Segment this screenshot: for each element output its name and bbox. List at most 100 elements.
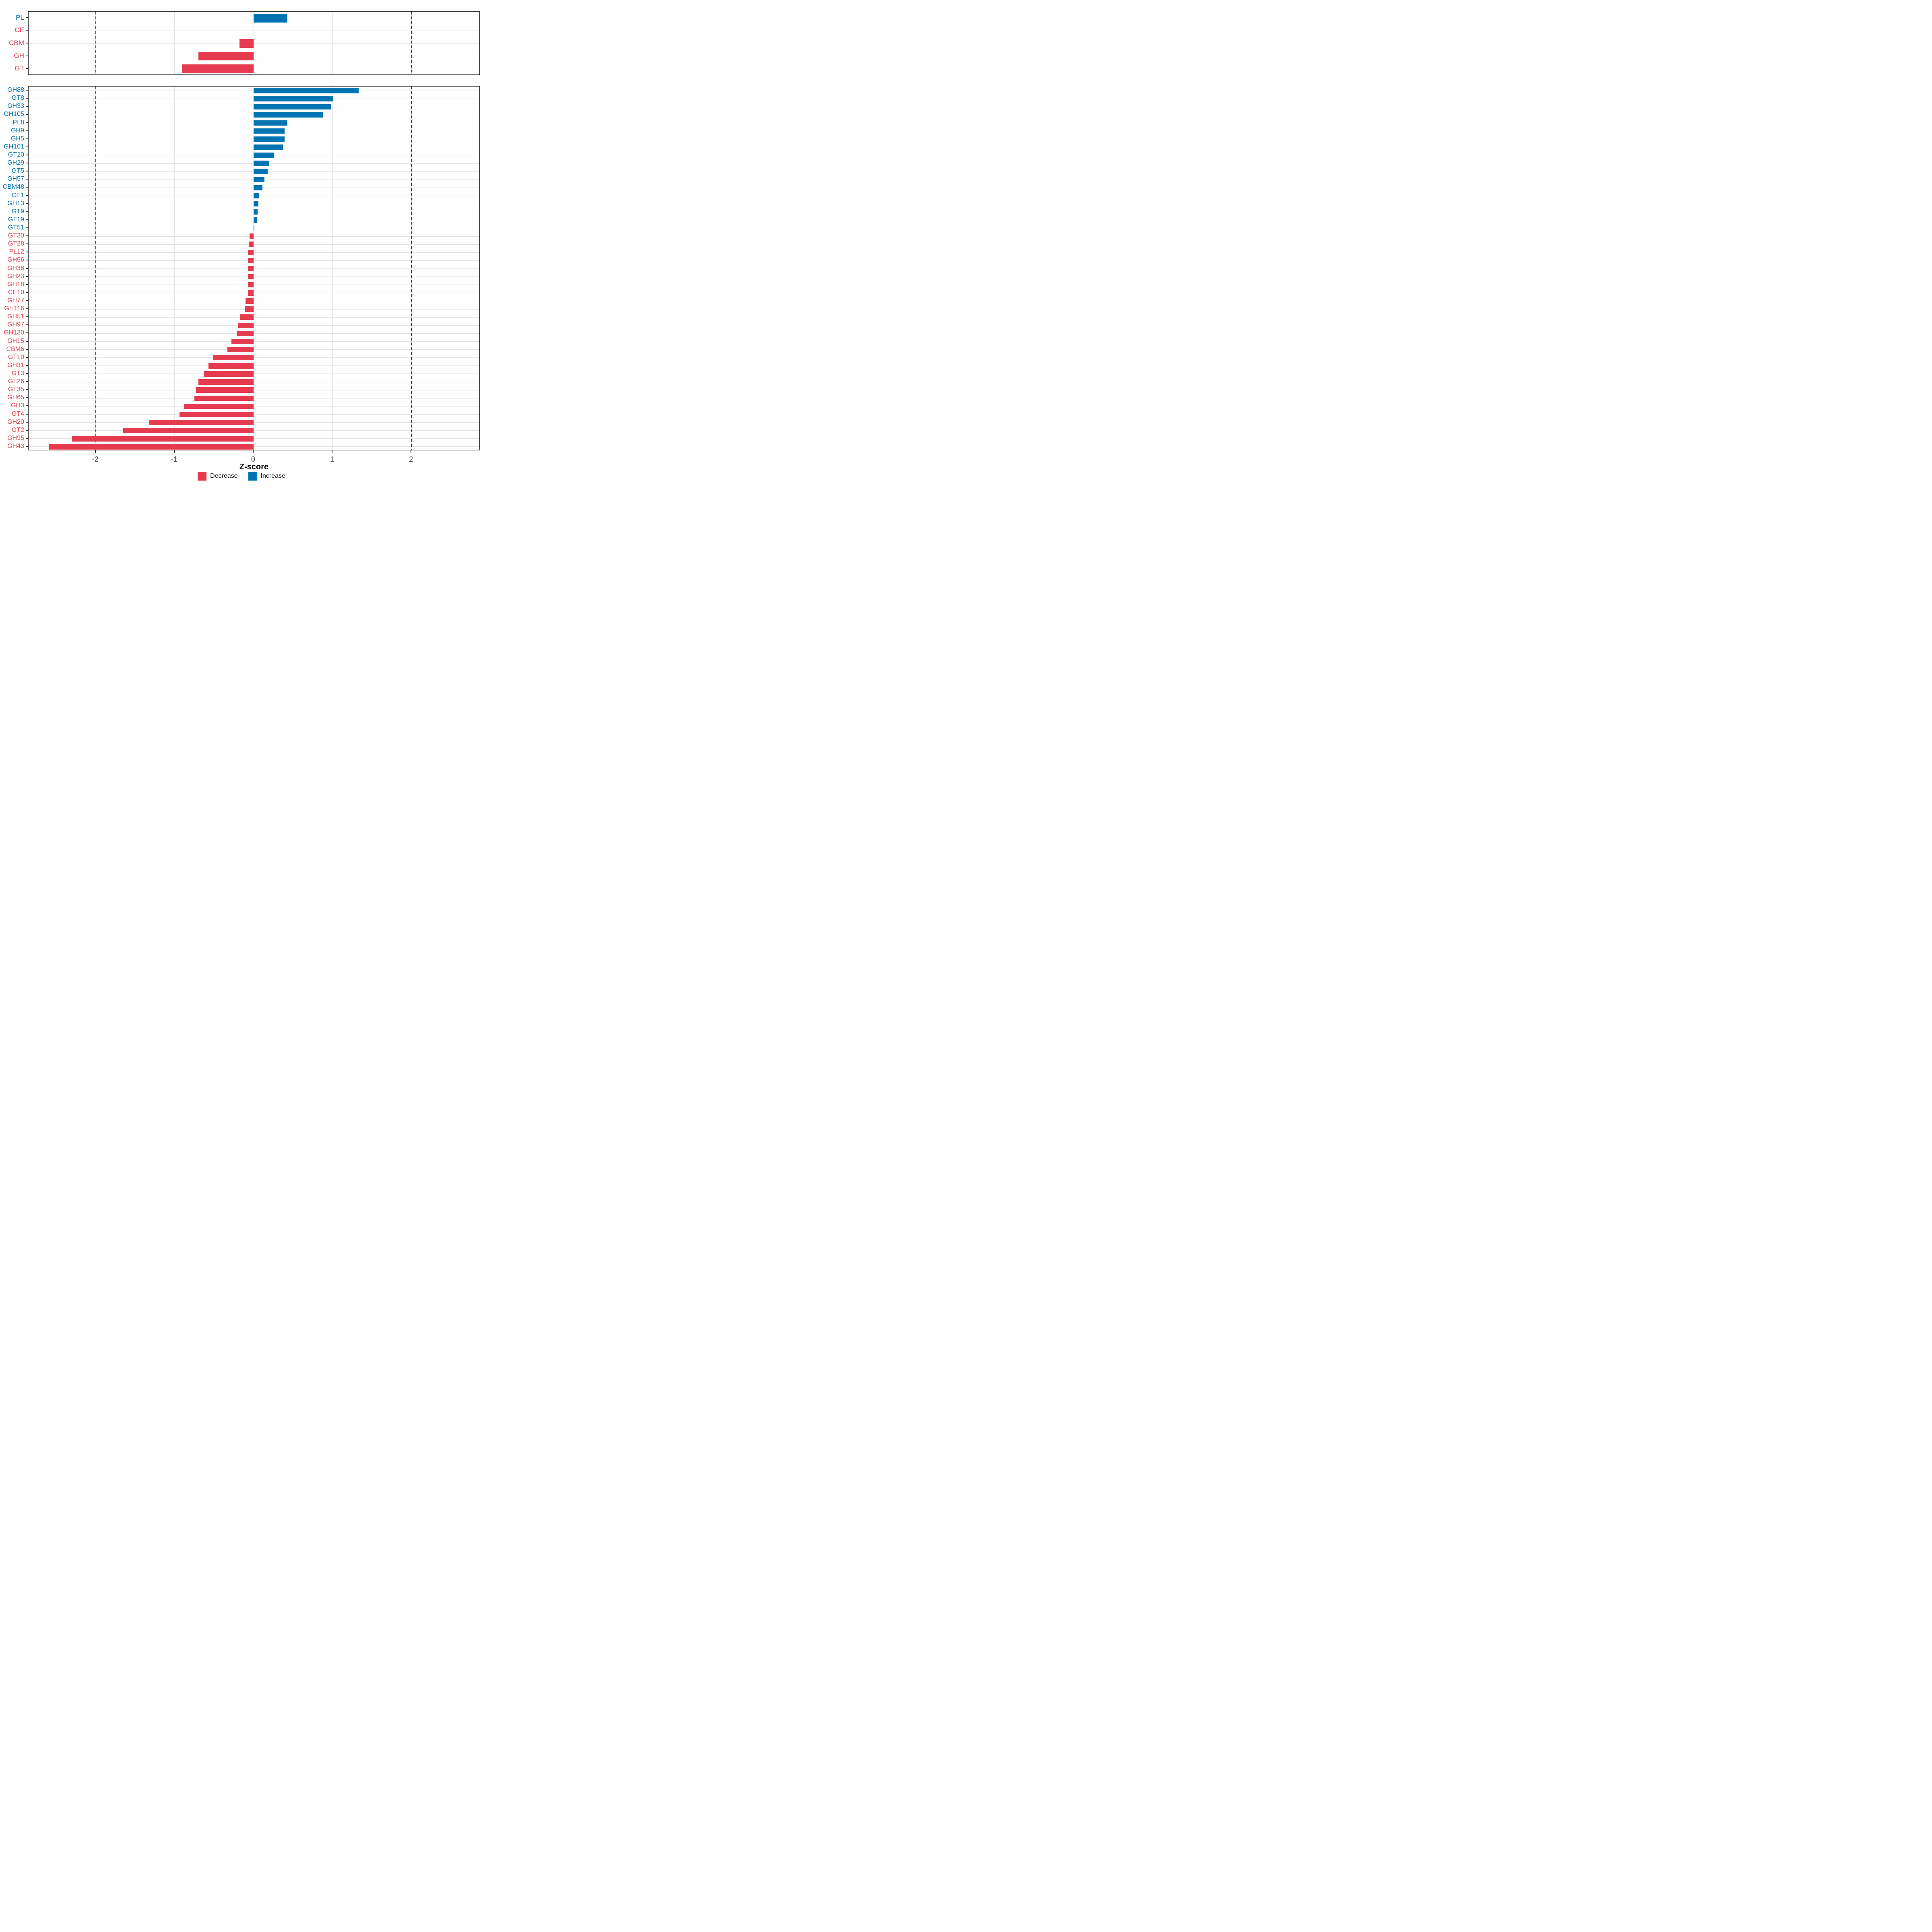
gridline-row-GH130 — [29, 333, 479, 334]
bar-PL8 — [254, 120, 288, 126]
y-tick-PL8 — [26, 122, 28, 123]
ylabel-GT51: GT51 — [8, 224, 24, 231]
ylabel-GH29: GH29 — [7, 159, 24, 167]
y-tick-GT8 — [26, 98, 28, 99]
bar-GH5 — [254, 136, 285, 142]
ylabel-GH18: GH18 — [7, 281, 24, 288]
gridline-row-GH38 — [29, 268, 479, 269]
gridline-row-GH116 — [29, 309, 479, 310]
ylabel-GT26: GT26 — [8, 378, 24, 385]
ylabel-GH57: GH57 — [7, 175, 24, 183]
y-tick-GT9 — [26, 211, 28, 212]
y-tick-PL — [26, 17, 28, 18]
ylabel-GH43: GH43 — [7, 442, 24, 450]
ylabel-GH20: GH20 — [7, 418, 24, 425]
bar-GT28 — [249, 242, 254, 247]
bar-GT — [182, 64, 254, 73]
x-tick-label-2: 2 — [409, 455, 413, 463]
bar-GH88 — [254, 88, 359, 93]
legend-item-increase: Increase — [248, 472, 285, 481]
x-tick--1 — [173, 450, 175, 453]
gridline-row-GH51 — [29, 317, 479, 318]
x-tick-label-1: 1 — [330, 455, 334, 463]
gridline-row-GH31 — [29, 365, 479, 366]
ylabel-CBM6: CBM6 — [6, 345, 24, 353]
bar-GH9 — [254, 128, 285, 134]
y-tick-GH65 — [26, 397, 28, 398]
ylabel-GT9: GT9 — [11, 208, 24, 215]
gridline-row-GH43 — [29, 446, 479, 447]
ylabel-CE1: CE1 — [11, 192, 24, 199]
legend-item-decrease: Decrease — [198, 472, 238, 481]
bar-CE1 — [254, 193, 259, 199]
bar-GT20 — [254, 153, 275, 158]
bar-CE10 — [248, 290, 254, 296]
ylabel-GT35: GT35 — [8, 386, 24, 393]
gridline-row-GT2 — [29, 430, 479, 431]
panel-class-overview — [28, 11, 480, 75]
bar-GT5 — [254, 169, 268, 174]
gridline-row-GT28 — [29, 244, 479, 245]
bar-GT9 — [254, 209, 258, 215]
y-tick-GH57 — [26, 179, 28, 180]
y-tick-GH38 — [26, 268, 28, 269]
y-tick-CE1 — [26, 195, 28, 196]
gridline-v--1 — [174, 87, 175, 450]
gridline-v-1 — [332, 12, 333, 74]
y-tick-GH88 — [26, 90, 28, 91]
bar-GH3 — [184, 403, 254, 409]
bar-GH20 — [149, 419, 254, 425]
ylabel-GH31: GH31 — [7, 361, 24, 369]
bar-GH33 — [254, 104, 331, 110]
y-tick-GT10 — [26, 357, 28, 358]
bar-GH116 — [245, 306, 254, 312]
gridline-row-CBM — [29, 43, 479, 44]
dashed-vline--2 — [95, 87, 96, 450]
bar-GH57 — [254, 177, 265, 183]
gridline-row-GH15 — [29, 341, 479, 342]
y-tick-GH18 — [26, 284, 28, 285]
y-tick-GT51 — [26, 227, 28, 228]
ylabel-GT8: GT8 — [11, 95, 24, 102]
bar-GH77 — [246, 298, 254, 304]
ylabel-GT4: GT4 — [11, 410, 24, 417]
ylabel-GH116: GH116 — [4, 305, 24, 312]
ylabel-GH88: GH88 — [7, 87, 24, 94]
ylabel-GH65: GH65 — [7, 394, 24, 401]
y-tick-GT19 — [26, 219, 28, 220]
y-tick-GH15 — [26, 341, 28, 342]
y-tick-GH9 — [26, 130, 28, 131]
ylabel-GH3: GH3 — [11, 402, 24, 409]
ylabel-GH13: GH13 — [7, 200, 24, 207]
x-axis-title: Z-score — [239, 462, 269, 471]
bar-GH — [198, 52, 254, 61]
ylabel-GT20: GT20 — [8, 151, 24, 158]
gridline-v-1 — [332, 87, 333, 450]
ylabel-GT: GT — [14, 64, 24, 72]
ylabel-GT3: GT3 — [11, 369, 24, 377]
panel-family-detail — [28, 86, 480, 450]
y-tick-GH97 — [26, 324, 28, 326]
y-tick-GH23 — [26, 276, 28, 277]
bar-GH15 — [231, 339, 254, 345]
y-tick-GH130 — [26, 332, 28, 334]
bar-GH51 — [240, 314, 254, 320]
ylabel-GH15: GH15 — [7, 337, 24, 345]
gridline-row-GT10 — [29, 357, 479, 358]
bar-GH38 — [248, 266, 254, 272]
y-tick-GT26 — [26, 381, 28, 382]
ylabel-GH77: GH77 — [7, 297, 24, 304]
bar-GH130 — [237, 330, 254, 336]
gridline-row-GH20 — [29, 422, 479, 423]
ylabel-GH66: GH66 — [7, 256, 24, 264]
bar-GT2 — [123, 427, 254, 433]
bar-CBM — [239, 39, 254, 48]
ylabel-GH: GH — [14, 52, 25, 60]
ylabel-GH97: GH97 — [7, 321, 24, 328]
dashed-vline--2 — [95, 12, 96, 74]
bar-GH13 — [254, 201, 258, 207]
bar-GH66 — [248, 258, 254, 264]
ylabel-GT28: GT28 — [8, 240, 24, 248]
y-tick-GT2 — [26, 429, 28, 431]
legend-label-decrease: Decrease — [210, 473, 238, 479]
